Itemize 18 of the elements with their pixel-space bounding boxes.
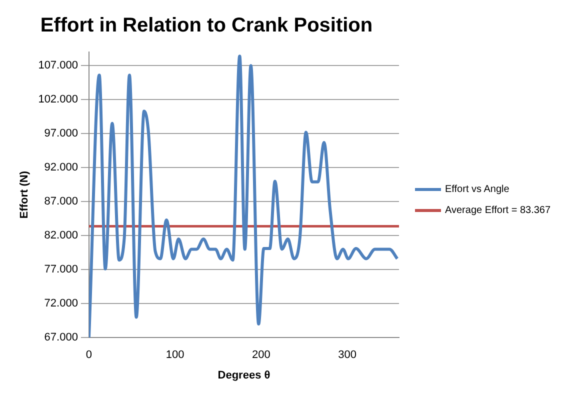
legend-label: Effort vs Angle [445, 184, 510, 195]
chart-title: Effort in Relation to Crank Position [40, 14, 373, 37]
y-tick-label: 67.000 [44, 332, 78, 344]
y-tick-label: 97.000 [44, 128, 78, 140]
x-tick-label: 0 [86, 349, 92, 362]
y-tick-label: 87.000 [44, 196, 78, 208]
y-tick-label: 72.000 [44, 298, 78, 310]
y-tick-label: 102.000 [38, 94, 78, 106]
x-tick-label: 100 [166, 349, 184, 362]
y-tick-label: 107.000 [38, 60, 78, 72]
y-tick-label: 92.000 [44, 162, 78, 174]
x-tick-label: 300 [338, 349, 357, 362]
y-axis-title: Effort (N) [18, 170, 31, 219]
x-tick-label: 200 [252, 349, 270, 362]
legend-label: Average Effort = 83.367 [445, 205, 551, 216]
x-axis-title: Degrees θ [218, 369, 270, 382]
y-tick-label: 77.000 [44, 264, 78, 276]
y-tick-label: 82.000 [44, 230, 78, 242]
